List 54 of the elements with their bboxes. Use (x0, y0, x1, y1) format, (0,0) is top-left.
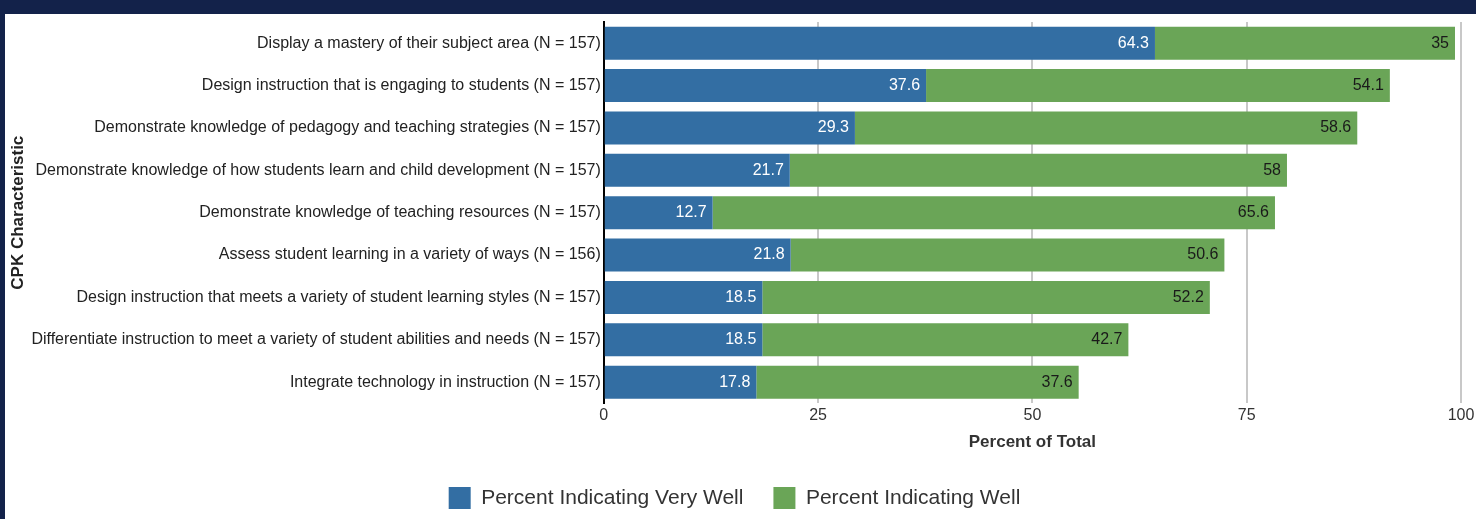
data-label: 21.8 (753, 245, 785, 263)
bar (604, 323, 763, 357)
bar (854, 111, 1358, 145)
bar (756, 365, 1079, 399)
x-tick-label: 100 (1447, 406, 1475, 424)
y-tick-label: Demonstrate knowledge of teaching resources (N = 157) (199, 203, 601, 221)
bar (604, 111, 855, 145)
data-label: 58 (1263, 160, 1282, 178)
bar (789, 153, 1287, 187)
data-label: 50.6 (1187, 245, 1219, 263)
bar (604, 69, 927, 103)
data-label: 64.3 (1117, 33, 1150, 51)
x-tick-label: 0 (599, 406, 609, 424)
bar (762, 323, 1129, 357)
y-tick-label: Assess student learning in a variety of ways (N = 156) (218, 245, 601, 263)
bar (604, 196, 713, 230)
legend-label: Percent Indicating Very Well (481, 484, 744, 508)
data-label: 54.1 (1352, 75, 1384, 93)
y-tick-label: Differentiate instruction to meet a variety of student abilities and needs (N = 157) (31, 330, 601, 348)
legend-label: Percent Indicating Well (805, 484, 1021, 508)
y-tick-label: Demonstrate knowledge of how students learn and child development (N = 157) (35, 160, 601, 178)
y-tick-label: Design instruction that is engaging to students (N = 157) (201, 75, 601, 93)
y-tick-label: Demonstrate knowledge of pedagogy and teaching strategies (N = 157) (94, 118, 601, 136)
y-tick-label: Integrate technology in instruction (N = 157) (289, 372, 601, 390)
bar (604, 238, 791, 272)
data-label: 42.7 (1091, 330, 1123, 348)
data-label: 65.6 (1237, 203, 1270, 221)
data-label: 58.6 (1320, 118, 1352, 136)
bar (762, 280, 1210, 314)
bar (1154, 26, 1455, 60)
data-label: 12.7 (675, 203, 707, 221)
bar (604, 280, 763, 314)
y-axis-title: CPK Characteristic (7, 135, 27, 290)
x-tick-label: 75 (1237, 406, 1256, 424)
y-tick-label: Display a mastery of their subject area (N = 157) (257, 33, 601, 51)
bar (604, 365, 757, 399)
bar (712, 196, 1275, 230)
data-label: 37.6 (1041, 372, 1073, 390)
bar (926, 69, 1390, 103)
y-tick-label: Design instruction that meets a variety of student learning styles (N = 157) (76, 287, 601, 305)
x-axis-title: Percent of Total (968, 432, 1096, 452)
data-label: 21.7 (752, 160, 784, 178)
x-tick-label: 25 (809, 406, 828, 424)
data-label: 17.8 (719, 372, 751, 390)
data-label: 37.6 (888, 75, 921, 93)
bar (604, 26, 1155, 60)
data-label: 52.2 (1172, 287, 1204, 305)
data-label: 29.3 (817, 118, 850, 136)
data-label: 18.5 (725, 287, 757, 305)
bar (790, 238, 1225, 272)
data-label: 18.5 (725, 330, 757, 348)
bar (604, 153, 790, 187)
x-tick-label: 50 (1023, 406, 1042, 424)
data-label: 35 (1431, 33, 1450, 51)
